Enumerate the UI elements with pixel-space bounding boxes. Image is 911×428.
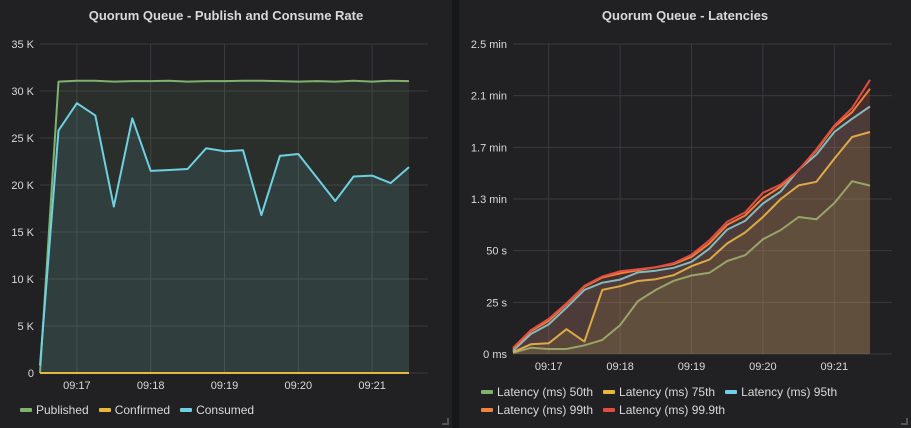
series-area [513, 132, 870, 354]
resize-handle[interactable] [901, 418, 908, 425]
legend-item[interactable]: Confirmed [98, 403, 171, 417]
resize-handle[interactable] [442, 418, 449, 425]
panel-latencies: Quorum Queue - Latencies 0 ms 25 s 50 s 1.3… [459, 0, 911, 428]
x-tick-label: 09:21 [358, 380, 386, 392]
legend-label: Latency (ms) 50th [497, 385, 594, 399]
series-area [513, 88, 870, 355]
y-tick-label: 10 K [11, 274, 34, 286]
legend-swatch [180, 408, 193, 412]
series-area [513, 106, 870, 355]
legend-label: Latency (ms) 95th [741, 385, 838, 399]
legend: Latency (ms) 50th Latency (ms) 75th Latenc… [481, 385, 881, 417]
series-area [513, 181, 870, 354]
y-tick-label: 0 ms [483, 349, 507, 361]
legend-swatch [725, 390, 738, 394]
y-tick-label: 25 K [11, 133, 34, 145]
legend-label: Confirmed [114, 403, 171, 417]
series-area [40, 103, 409, 373]
series-line [512, 105, 871, 352]
series-area [513, 79, 870, 355]
x-tick-label: 09:21 [821, 361, 849, 373]
legend-item[interactable]: Latency (ms) 95th [725, 385, 837, 399]
panel-publish-consume-rate: Quorum Queue - Publish and Consume Rate … [0, 0, 452, 428]
x-tick-label: 09:17 [535, 361, 563, 373]
y-tick-label: 15 K [11, 227, 34, 239]
series-area [40, 80, 409, 373]
x-tick-label: 09:19 [678, 361, 706, 373]
series-line [512, 131, 871, 354]
y-tick-label: 2.1 min [471, 91, 507, 103]
legend-item[interactable]: Latency (ms) 50th [481, 385, 593, 399]
legend-swatch [481, 390, 493, 394]
x-tick-label: 09:18 [606, 361, 634, 373]
y-tick-label: 20 K [11, 180, 34, 192]
legend-item[interactable]: Published [20, 403, 89, 417]
legend-item[interactable]: Latency (ms) 99th [481, 403, 593, 417]
series-line [512, 180, 871, 354]
legend-swatch [603, 390, 616, 394]
x-tick-label: 09:17 [63, 380, 91, 392]
legend-swatch [481, 408, 493, 412]
legend: Published Confirmed Consumed [20, 403, 254, 417]
legend-label: Consumed [196, 403, 255, 417]
legend-label: Latency (ms) 99th [497, 403, 594, 417]
latency-chart: 0 ms 25 s 50 s 1.3 min 1.7 min 2.1 min 2.5 min… [471, 39, 892, 373]
legend-label: Latency (ms) 99.9th [619, 403, 726, 417]
y-tick-label: 5 K [17, 321, 34, 333]
panel-title[interactable]: Quorum Queue - Latencies [601, 8, 769, 23]
y-tick-label: 2.5 min [471, 39, 507, 51]
y-tick-label: 0 [28, 368, 34, 380]
y-tick-label: 1.7 min [471, 142, 507, 154]
legend-swatch [20, 408, 32, 412]
x-tick-label: 09:20 [749, 361, 777, 373]
legend-item[interactable]: Latency (ms) 75th [603, 385, 715, 399]
series-line [39, 79, 410, 374]
y-tick-label: 50 s [486, 246, 507, 258]
legend-swatch [98, 408, 111, 412]
x-tick-label: 09:20 [285, 380, 313, 392]
y-tick-label: 35 K [11, 39, 34, 51]
legend-label: Latency (ms) 75th [619, 385, 716, 399]
x-tick-label: 09:18 [137, 380, 165, 392]
series-line [512, 79, 871, 349]
series-line [39, 102, 410, 366]
rate-chart: 0 5 K 10 K 15 K 20 K 25 K 30 K 35 K 09:17 09:18 09… [11, 39, 428, 392]
y-tick-label: 1.3 min [471, 194, 507, 206]
legend-item[interactable]: Latency (ms) 99.9th [603, 403, 725, 417]
legend-item[interactable]: Consumed [180, 403, 254, 417]
y-tick-label: 30 K [11, 86, 34, 98]
legend-swatch [603, 408, 616, 412]
legend-label: Published [36, 403, 89, 417]
panel-title[interactable]: Quorum Queue - Publish and Consume Rate [88, 8, 364, 23]
x-tick-label: 09:19 [211, 380, 239, 392]
y-tick-label: 25 s [486, 297, 507, 309]
